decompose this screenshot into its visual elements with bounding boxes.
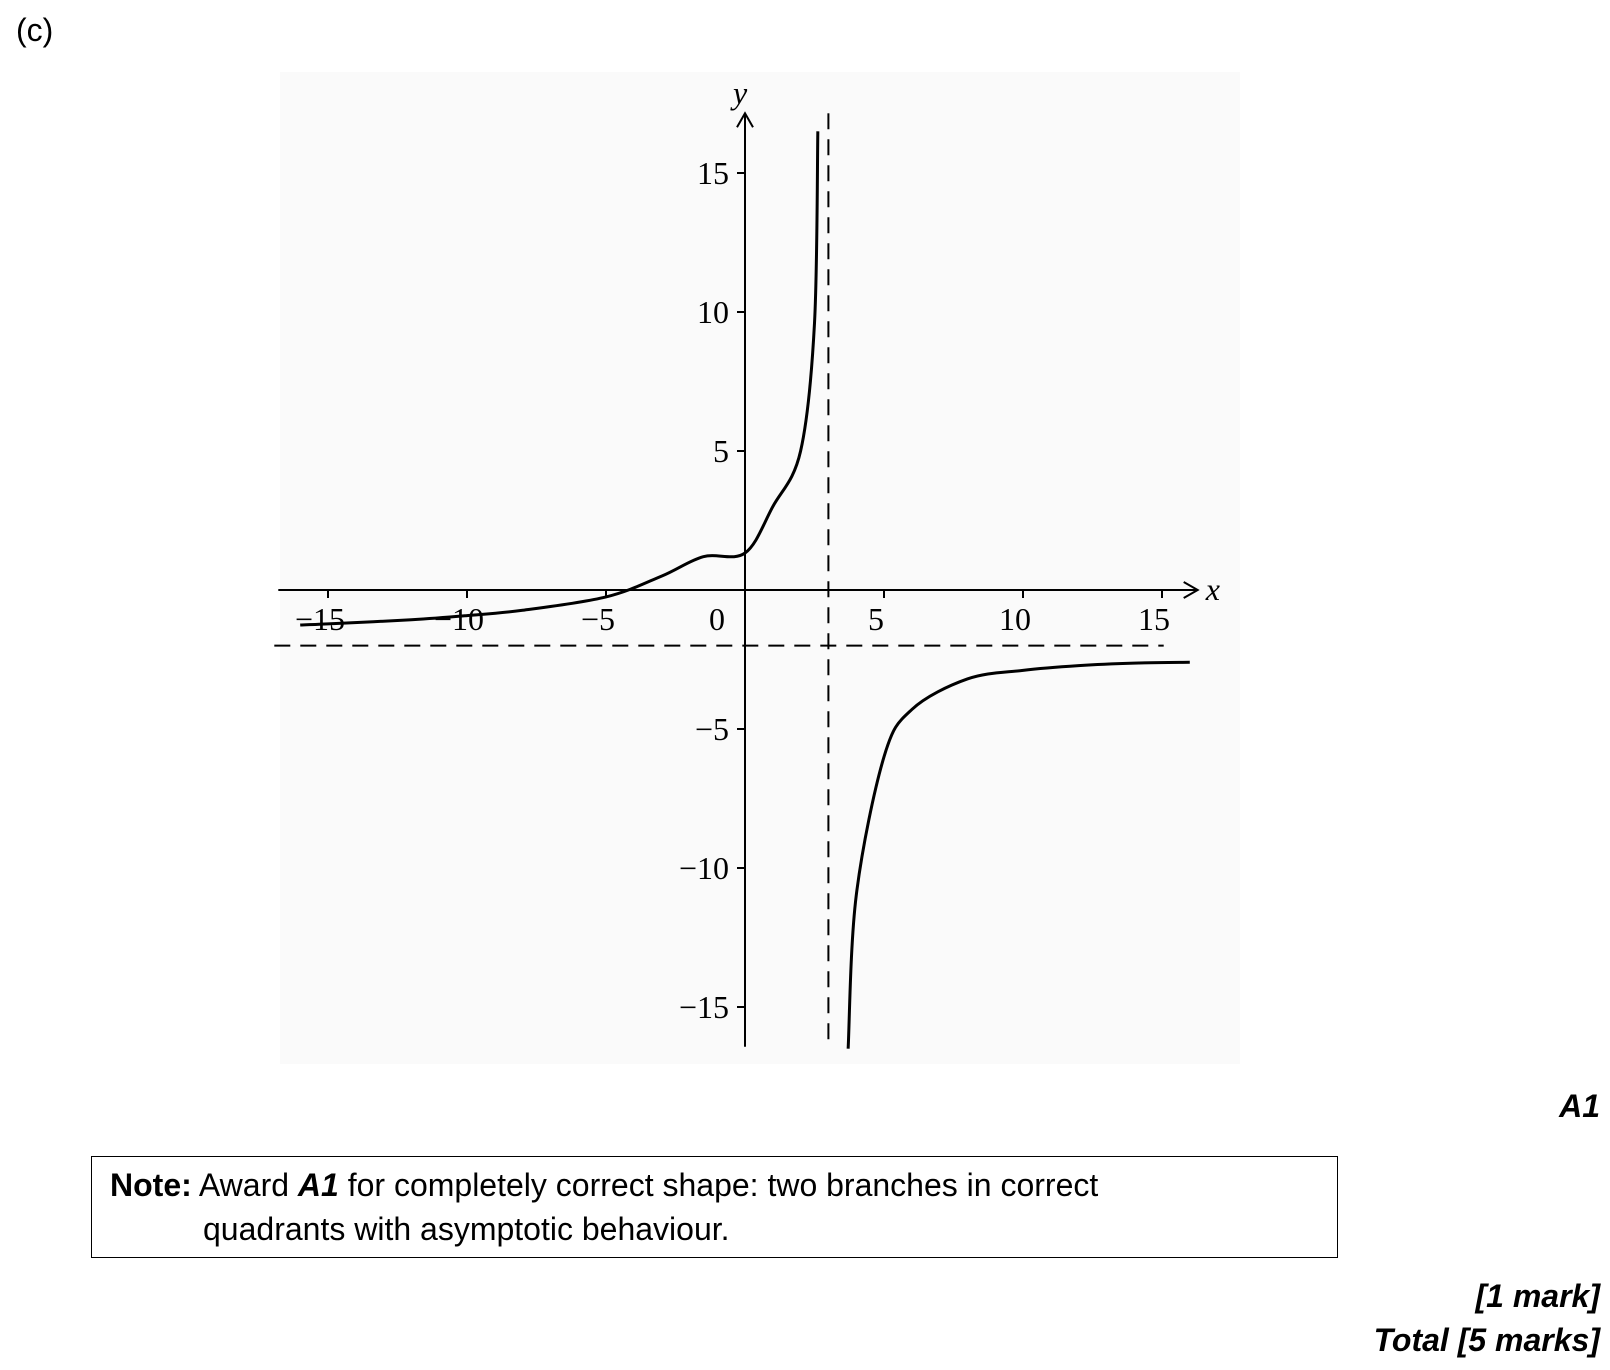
y-tick-label: −5 <box>695 711 729 747</box>
x-tick-label: −15 <box>295 601 345 637</box>
note-text-before: Award <box>191 1167 298 1203</box>
curve-branch-left <box>300 131 820 627</box>
x-tick-label: 10 <box>999 601 1031 637</box>
x-tick-label: −5 <box>581 601 615 637</box>
x-tick-label: 15 <box>1138 601 1170 637</box>
x-tick-label: 5 <box>868 601 884 637</box>
y-tick-label: −15 <box>679 989 729 1025</box>
x-tick-label: 0 <box>709 601 725 637</box>
note-line-2: quadrants with asymptotic behaviour. <box>203 1211 730 1247</box>
curve-branches <box>300 131 1190 1049</box>
note-line-1: Note: Award A1 for completely correct sh… <box>110 1167 1098 1204</box>
note-text-after: for completely correct shape: two branch… <box>338 1167 1099 1203</box>
y-axis-label: y <box>730 74 748 110</box>
note-prefix: Note: <box>110 1167 192 1203</box>
x-axis-arrowhead <box>1183 581 1200 599</box>
y-tick-label: −10 <box>679 850 729 886</box>
y-axis-arrowhead <box>736 111 754 128</box>
total-marks-line: Total [5 marks] <box>1373 1322 1600 1358</box>
y-tick-label: 5 <box>713 433 729 469</box>
plot-background <box>280 72 1240 1064</box>
mark-a1: A1 <box>1559 1088 1600 1124</box>
marking-note: Note: Award A1 for completely correct sh… <box>91 1156 1338 1258</box>
curve-branch-right <box>846 660 1190 1049</box>
y-tick-label: 15 <box>697 155 729 191</box>
note-award-code: A1 <box>297 1167 339 1203</box>
marks-line: [1 mark] <box>1475 1278 1601 1314</box>
y-tick-label: 10 <box>697 294 729 330</box>
x-axis-label: x <box>1205 571 1220 607</box>
part-label: (c) <box>16 12 54 48</box>
